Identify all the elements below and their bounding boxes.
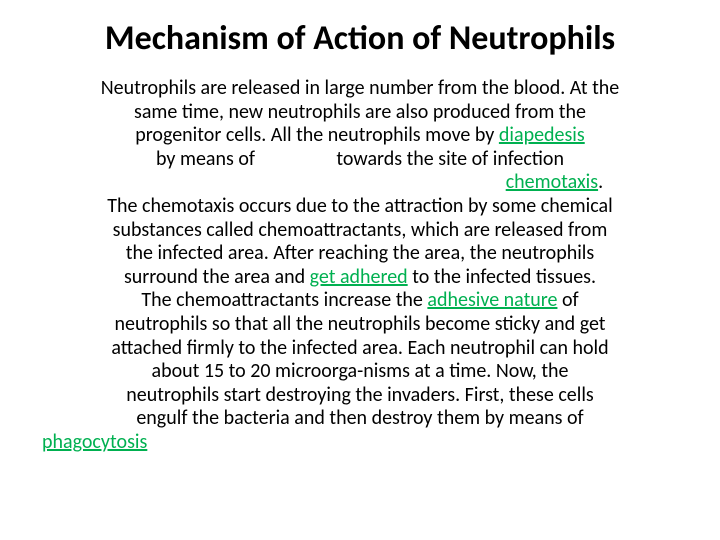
body-text: .	[598, 170, 603, 194]
body-text: substances called chemoattractants, whic…	[113, 218, 608, 242]
body-line: The chemoattractants increase the adhesi…	[42, 289, 678, 313]
slide-body: Neutrophils are released in large number…	[42, 77, 678, 455]
highlight-text: chemotaxis	[506, 170, 598, 194]
body-line: engulf the bacteria and then destroy the…	[42, 407, 678, 431]
body-line: about 15 to 20 microorga-nisms at a time…	[42, 360, 678, 384]
body-text: same time, new neutrophils are also prod…	[134, 100, 586, 124]
body-line: attached firmly to the infected area. Ea…	[42, 337, 678, 361]
body-text: neutrophils so that all the neutrophils …	[115, 312, 606, 336]
body-text: surround the area and	[124, 265, 310, 289]
body-text: The chemoattractants increase the	[141, 288, 427, 312]
body-line: neutrophils so that all the neutrophils …	[42, 313, 678, 337]
body-text: to the infected tissues.	[408, 265, 596, 289]
body-line: the infected area. After reaching the ar…	[42, 242, 678, 266]
body-text: engulf the bacteria and then destroy the…	[136, 406, 583, 430]
body-text	[117, 170, 506, 194]
highlight-text: get adhered	[310, 265, 408, 289]
body-text: attached firmly to the infected area. Ea…	[111, 336, 608, 360]
highlight-text: phagocytosis	[42, 430, 147, 454]
body-line: neutrophils start destroying the invader…	[42, 384, 678, 408]
body-text: of	[557, 288, 578, 312]
body-line: phagocytosis	[42, 431, 678, 455]
body-text: about 15 to 20 microorga-nisms at a time…	[152, 359, 569, 383]
body-line: The chemotaxis occurs due to the attract…	[42, 195, 678, 219]
slide-title: Mechanism of Action of Neutrophils	[42, 18, 678, 59]
body-line: Neutrophils are released in large number…	[42, 77, 678, 101]
body-line: same time, new neutrophils are also prod…	[42, 101, 678, 125]
body-line: by means of towards the site of infectio…	[42, 148, 678, 172]
body-line: progenitor cells. All the neutrophils mo…	[42, 124, 678, 148]
highlight-text: adhesive nature	[427, 288, 557, 312]
body-line: surround the area and get adhered to the…	[42, 266, 678, 290]
body-line: substances called chemoattractants, whic…	[42, 219, 678, 243]
highlight-text: diapedesis	[499, 123, 585, 147]
body-text: by means of towards the site of infectio…	[156, 147, 564, 171]
slide: Mechanism of Action of Neutrophils Neutr…	[0, 0, 720, 540]
body-text: the infected area. After reaching the ar…	[126, 241, 594, 265]
body-text: The chemotaxis occurs due to the attract…	[107, 194, 612, 218]
body-text: Neutrophils are released in large number…	[101, 76, 620, 100]
body-text: progenitor cells. All the neutrophils mo…	[135, 123, 499, 147]
body-line: chemotaxis.	[42, 171, 678, 195]
body-text: neutrophils start destroying the invader…	[126, 383, 594, 407]
